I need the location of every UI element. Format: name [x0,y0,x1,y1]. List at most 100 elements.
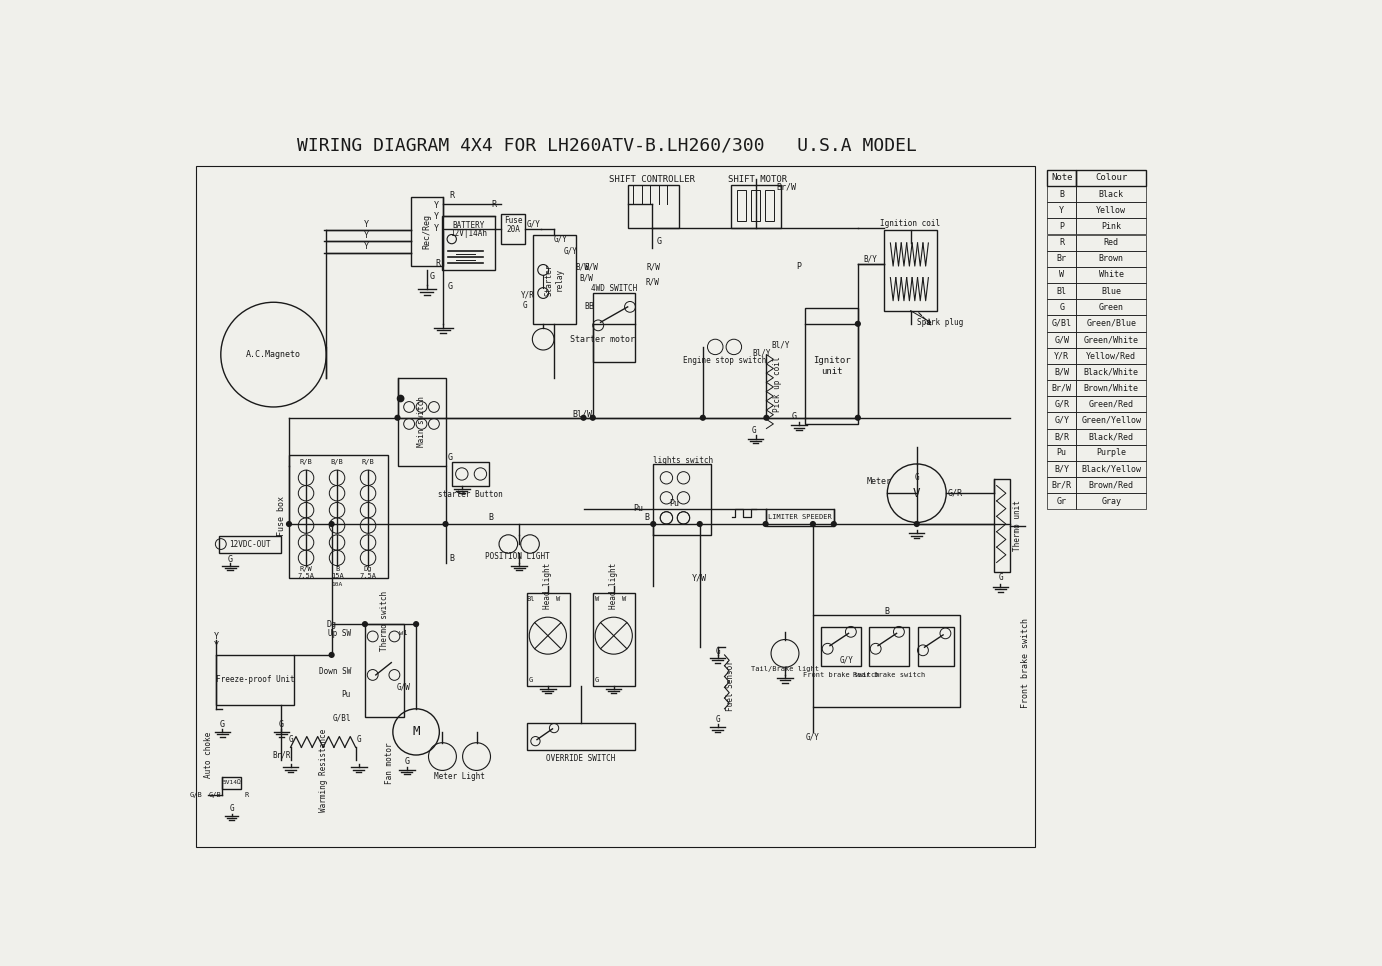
Circle shape [650,521,656,527]
Bar [994,479,1010,572]
Text: R/W: R/W [645,278,659,287]
Text: Bl/Y: Bl/Y [771,341,789,350]
Text: G: G [357,735,361,744]
Bar [1048,331,1077,348]
Text: B: B [884,608,889,616]
Text: R: R [492,200,498,209]
Text: Gray: Gray [1101,497,1121,506]
Text: LIMITER SPEEDER: LIMITER SPEEDER [768,514,832,520]
Text: Tail/Brake light: Tail/Brake light [750,666,820,671]
Text: Main switch: Main switch [417,396,426,447]
Text: Y: Y [363,220,369,229]
Text: W: W [556,596,560,603]
Bar [365,624,404,717]
Text: M: M [412,725,420,738]
Circle shape [590,414,596,421]
Text: G: G [1059,302,1064,312]
Text: B: B [644,513,650,523]
Bar [216,655,293,705]
Bar [1077,299,1146,315]
Text: Fuse: Fuse [503,216,522,225]
Text: R: R [435,259,441,269]
Text: Black/Red: Black/Red [1089,432,1133,441]
Text: Brown: Brown [1099,254,1124,264]
Bar [813,615,960,707]
Bar [821,627,861,666]
Text: BATTERY: BATTERY [453,221,485,230]
Text: 12VDC-OUT: 12VDC-OUT [229,540,271,549]
Bar [410,197,444,266]
Text: Black/Yellow: Black/Yellow [1081,465,1142,473]
Text: 7.5A: 7.5A [297,574,315,580]
Text: R/W: R/W [647,263,661,271]
Bar [1077,396,1146,412]
Text: Brown/White: Brown/White [1083,384,1139,392]
Circle shape [831,521,837,527]
Bar [1048,364,1077,380]
Text: Thermo switch: Thermo switch [380,591,388,651]
Text: G: G [752,426,756,435]
Text: B/R: B/R [1054,432,1070,441]
Text: G: G [229,805,234,813]
Text: B: B [585,302,589,311]
Text: lights switch: lights switch [652,456,713,465]
Bar [527,593,569,686]
Text: 5V14Ω: 5V14Ω [223,781,240,785]
Text: Freeze-proof Unit: Freeze-proof Unit [216,675,294,684]
Text: G: G [448,282,453,292]
Bar [527,723,636,750]
Text: Br: Br [1057,254,1067,264]
Text: Up SW: Up SW [328,629,351,638]
Bar [1048,444,1077,461]
Text: G/W: G/W [1054,335,1070,344]
Text: Y: Y [434,201,438,210]
Bar [869,627,909,666]
Text: Warming Resistance: Warming Resistance [319,728,329,812]
Bar [1048,218,1077,235]
Bar [654,464,712,535]
Bar [1048,461,1077,477]
Bar [1077,412,1146,429]
Text: R/B: R/B [362,459,375,465]
Text: Fan motor: Fan motor [386,742,394,783]
Text: G: G [656,237,662,246]
Text: Pu: Pu [633,504,643,513]
Circle shape [329,521,334,527]
Text: B: B [334,566,339,572]
Text: Pink: Pink [1101,222,1121,231]
Text: G: G [405,756,409,766]
Text: G: G [279,720,283,728]
Text: Colour: Colour [1095,174,1128,183]
Text: Note: Note [1050,174,1072,183]
Text: Y: Y [214,641,218,650]
Circle shape [699,414,706,421]
Bar [1048,235,1077,250]
Text: 4WD SWITCH: 4WD SWITCH [591,284,637,293]
Text: G/Bl: G/Bl [1052,319,1071,327]
Text: Bl: Bl [1057,287,1067,296]
Circle shape [854,414,861,421]
Text: G/Y: G/Y [840,655,854,664]
Text: G/R: G/R [948,489,963,497]
Bar [806,308,858,424]
Text: Green/Blue: Green/Blue [1086,319,1136,327]
Text: POSITION LIGHT: POSITION LIGHT [485,552,550,561]
Text: Meter: Meter [867,477,891,486]
Circle shape [763,521,768,527]
Text: B: B [449,554,455,563]
Text: Starter
relay: Starter relay [545,264,564,297]
Bar [629,185,679,228]
Text: Pu: Pu [669,498,679,508]
Text: A.C.Magneto: A.C.Magneto [246,350,301,359]
Text: Fuel Sensor: Fuel Sensor [727,661,735,711]
Circle shape [286,521,292,527]
Text: Y/R: Y/R [521,290,535,299]
Text: Blue: Blue [1101,287,1121,296]
Text: w1: w1 [399,631,408,637]
Text: Starter motor: Starter motor [569,335,634,344]
Bar [196,166,1035,847]
Text: Br/R: Br/R [272,751,290,759]
Bar [1048,202,1077,218]
Text: Y/W: Y/W [692,574,708,582]
Text: R: R [1059,238,1064,247]
